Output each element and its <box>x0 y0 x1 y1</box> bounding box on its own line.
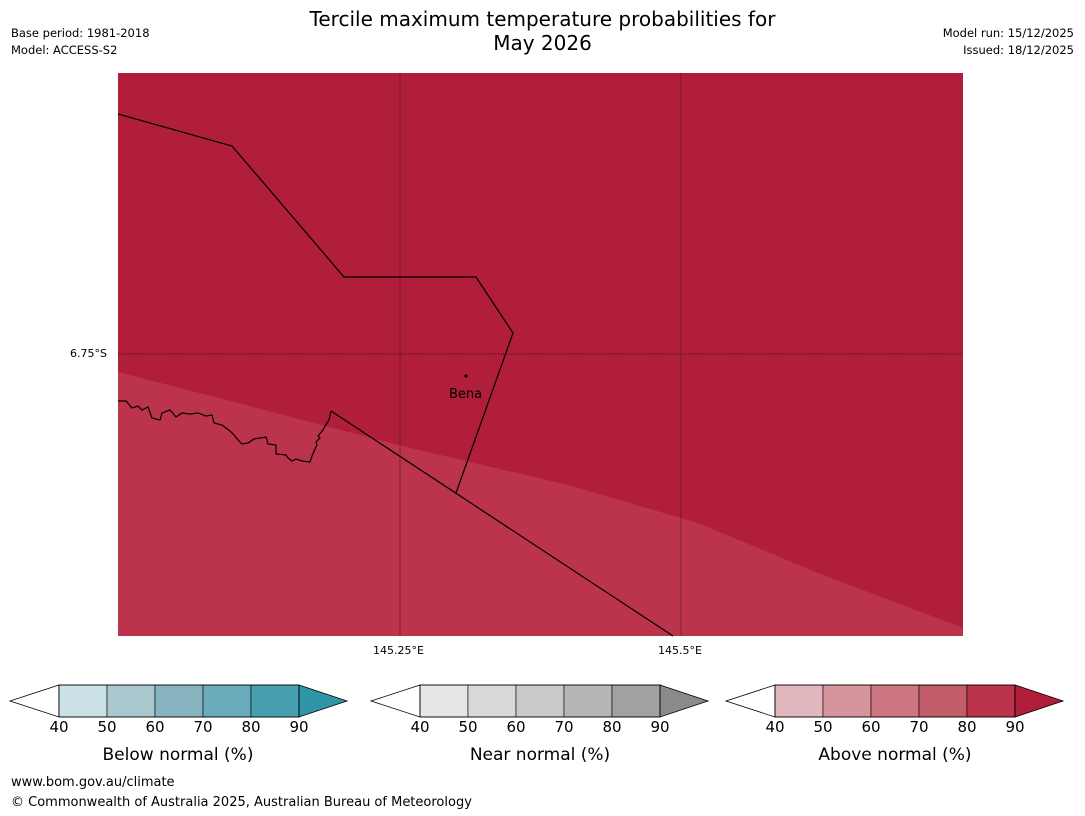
footer-url[interactable]: www.bom.gov.au/climate <box>11 775 175 790</box>
below-colorbar-frame <box>58 684 300 718</box>
bena-marker <box>464 374 468 378</box>
below-colorbar-tick-40: 40 <box>49 718 69 736</box>
near-colorbar-bin-40 <box>419 684 469 718</box>
above-colorbar-over-triangle <box>1014 684 1065 718</box>
longitude-label-145-5: 145.5°E <box>658 644 702 657</box>
near-colorbar-tick-60: 60 <box>506 718 526 736</box>
model-name: Model: ACCESS-S2 <box>11 43 118 57</box>
below-colorbar-bin-70 <box>202 684 252 718</box>
above-colorbar-under-triangle <box>724 684 776 718</box>
near-colorbar-over-triangle <box>659 684 710 718</box>
coastline <box>118 400 332 463</box>
base-period: Base period: 1981-2018 <box>11 26 150 40</box>
latitude-label: 6.75°S <box>70 347 107 360</box>
above-colorbar-tick-40: 40 <box>765 718 785 736</box>
above-colorbar-tick-90: 90 <box>1005 718 1025 736</box>
above-colorbar-tick-70: 70 <box>909 718 929 736</box>
below-colorbar-tick-50: 50 <box>97 718 117 736</box>
below-colorbar-bin-60 <box>154 684 204 718</box>
below-colorbar-tick-80: 80 <box>241 718 261 736</box>
place-label-bena: Bena <box>449 387 483 402</box>
colorbar-above-normal <box>724 684 1065 718</box>
above-colorbar-bin-80 <box>966 684 1016 718</box>
near-colorbar-tick-90: 90 <box>650 718 670 736</box>
below-colorbar-tick-70: 70 <box>193 718 213 736</box>
model-run: Model run: 15/12/2025 <box>942 26 1074 40</box>
above-colorbar-tick-80: 80 <box>957 718 977 736</box>
near-colorbar-frame <box>419 684 661 718</box>
below-colorbar-bin-50 <box>106 684 156 718</box>
colorbar-near-normal <box>369 684 710 718</box>
above-colorbar-bin-60 <box>870 684 920 718</box>
near-colorbar-tick-80: 80 <box>602 718 622 736</box>
near-colorbar-tick-70: 70 <box>554 718 574 736</box>
map-title-line2: May 2026 <box>493 31 592 55</box>
colorbar-near-label: Near normal (%) <box>469 745 611 765</box>
map-title-line1: Tercile maximum temperature probabilitie… <box>309 7 776 31</box>
near-colorbar-tick-40: 40 <box>410 718 430 736</box>
longitude-label-145-25: 145.25°E <box>373 644 424 657</box>
colorbar-below-normal <box>8 684 349 718</box>
below-colorbar-bin-40 <box>58 684 108 718</box>
colorbar-above-label: Above normal (%) <box>818 745 972 765</box>
above-colorbar-bin-40 <box>774 684 824 718</box>
above-colorbar-bin-50 <box>822 684 872 718</box>
footer-copyright: © Commonwealth of Australia 2025, Austra… <box>11 795 472 810</box>
map-area-above-80 <box>118 372 963 636</box>
below-colorbar-under-triangle <box>8 684 60 718</box>
map-panel[interactable] <box>117 73 963 637</box>
above-colorbar-bin-70 <box>918 684 968 718</box>
issued-date: Issued: 18/12/2025 <box>963 43 1074 57</box>
province-border <box>117 113 514 494</box>
below-colorbar-bin-80 <box>250 684 300 718</box>
colorbar-below-label: Below normal (%) <box>102 745 254 765</box>
above-colorbar-frame <box>774 684 1016 718</box>
near-colorbar-bin-70 <box>563 684 613 718</box>
below-colorbar-tick-60: 60 <box>145 718 165 736</box>
near-colorbar-bin-50 <box>467 684 517 718</box>
near-colorbar-bin-80 <box>611 684 661 718</box>
near-colorbar-bin-60 <box>515 684 565 718</box>
above-colorbar-tick-60: 60 <box>861 718 881 736</box>
near-colorbar-under-triangle <box>369 684 421 718</box>
above-colorbar-tick-50: 50 <box>813 718 833 736</box>
below-colorbar-over-triangle <box>298 684 349 718</box>
near-colorbar-tick-50: 50 <box>458 718 478 736</box>
province-border-south <box>330 410 674 637</box>
below-colorbar-tick-90: 90 <box>289 718 309 736</box>
